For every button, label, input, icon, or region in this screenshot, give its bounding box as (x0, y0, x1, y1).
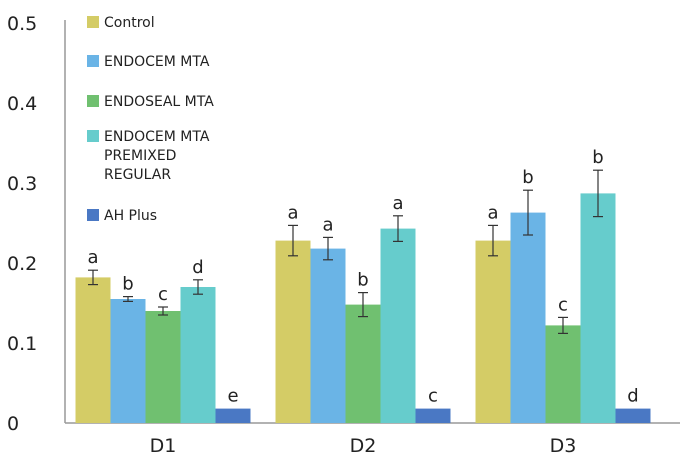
significance-label: a (322, 214, 333, 235)
y-tick-label: 0 (7, 413, 19, 435)
legend-swatch (87, 55, 99, 67)
significance-label: b (357, 270, 368, 291)
bar (275, 240, 311, 423)
y-tick-label: 0.5 (7, 13, 37, 35)
bar (415, 408, 451, 423)
bar (110, 299, 146, 423)
legend-label: AH Plus (104, 208, 157, 224)
legend-label: PREMIXED (104, 148, 176, 164)
significance-label: c (428, 386, 438, 407)
legend-label: ENDOCEM MTA (104, 129, 210, 145)
bar (345, 304, 381, 423)
significance-label: a (287, 202, 298, 223)
x-category-label: D3 (550, 435, 577, 457)
legend-label: Control (104, 15, 155, 31)
significance-label: b (592, 147, 603, 168)
legend-label: ENDOSEAL MTA (104, 94, 214, 110)
bar (545, 325, 581, 423)
bar (310, 248, 346, 423)
legend-swatch (87, 209, 99, 221)
legend-label: ENDOCEM MTA (104, 54, 210, 70)
legend-swatch (87, 95, 99, 107)
legend-swatch (87, 16, 99, 28)
significance-label: e (227, 386, 238, 407)
significance-label: c (558, 294, 568, 315)
significance-label: d (627, 386, 638, 407)
bar (145, 311, 181, 423)
bar (580, 193, 616, 423)
x-category-label: D1 (150, 435, 177, 457)
significance-label: a (392, 193, 403, 214)
bar (615, 408, 651, 423)
significance-label: c (158, 284, 168, 305)
bar (215, 408, 251, 423)
legend-label: REGULAR (104, 167, 171, 183)
bar (475, 240, 511, 423)
significance-label: b (522, 167, 533, 188)
significance-label: a (87, 247, 98, 268)
y-tick-label: 0.3 (7, 173, 37, 195)
bar (180, 287, 216, 423)
y-tick-label: 0.1 (7, 333, 37, 355)
bar (380, 228, 416, 423)
y-tick-label: 0.4 (7, 93, 37, 115)
bar (510, 212, 546, 423)
legend-swatch (87, 130, 99, 142)
y-tick-label: 0.2 (7, 253, 37, 275)
significance-label: d (192, 257, 203, 278)
significance-label: b (122, 274, 133, 295)
bar (75, 277, 111, 423)
x-category-label: D2 (350, 435, 377, 457)
significance-label: a (487, 202, 498, 223)
